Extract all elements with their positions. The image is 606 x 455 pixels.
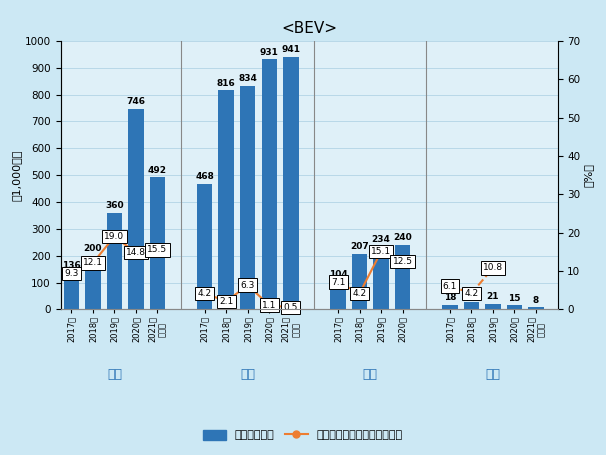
Text: 欧州: 欧州 — [107, 369, 122, 381]
Text: 104: 104 — [328, 270, 347, 279]
Bar — [528, 307, 544, 309]
Text: 18: 18 — [444, 293, 456, 302]
Text: 日本: 日本 — [485, 369, 501, 381]
Text: 6.3: 6.3 — [241, 281, 255, 290]
Bar — [262, 60, 277, 309]
Text: 4.2: 4.2 — [198, 289, 211, 298]
Bar — [330, 282, 346, 309]
Bar — [464, 303, 479, 309]
Text: 360: 360 — [105, 201, 124, 210]
Bar — [197, 184, 213, 309]
Text: 931: 931 — [260, 48, 279, 57]
Bar — [442, 304, 458, 309]
Bar — [485, 304, 501, 309]
Text: 834: 834 — [238, 74, 257, 83]
Text: 941: 941 — [281, 45, 301, 54]
Text: 4.2: 4.2 — [353, 289, 367, 298]
Bar — [150, 177, 165, 309]
Text: 207: 207 — [350, 242, 369, 251]
Bar — [85, 256, 101, 309]
Text: 12.1: 12.1 — [83, 258, 103, 268]
Text: 234: 234 — [371, 235, 390, 244]
Text: 200: 200 — [84, 244, 102, 253]
Text: 1.1: 1.1 — [262, 301, 276, 310]
Text: 9.3: 9.3 — [64, 269, 79, 278]
Text: 468: 468 — [195, 172, 214, 181]
Bar — [395, 245, 410, 309]
Text: 米国: 米国 — [363, 369, 378, 381]
Text: 2.1: 2.1 — [219, 297, 233, 306]
Legend: 新車販売台数, 域外からの輸入比率（右軸）: 新車販売台数, 域外からの輸入比率（右軸） — [199, 425, 407, 445]
Bar — [240, 86, 256, 309]
Text: 0.5: 0.5 — [284, 303, 298, 312]
Text: 15: 15 — [508, 293, 521, 303]
Bar — [373, 247, 389, 309]
Bar — [128, 109, 144, 309]
Text: 14.8: 14.8 — [126, 248, 146, 257]
Text: 19.0: 19.0 — [104, 232, 124, 241]
Bar — [107, 213, 122, 309]
Text: 136: 136 — [62, 261, 81, 270]
Text: 26: 26 — [465, 291, 478, 300]
Y-axis label: （%）: （%） — [583, 163, 593, 187]
Text: 6.1: 6.1 — [443, 282, 457, 290]
Text: 21: 21 — [487, 292, 499, 301]
Text: 492: 492 — [148, 166, 167, 175]
Bar — [64, 273, 79, 309]
Text: 816: 816 — [217, 79, 236, 88]
Bar — [507, 305, 522, 309]
Bar — [219, 91, 234, 309]
Text: 4.2: 4.2 — [464, 289, 479, 298]
Text: 10.8: 10.8 — [483, 263, 503, 273]
Text: 8: 8 — [533, 296, 539, 304]
Title: <BEV>: <BEV> — [281, 20, 337, 35]
Y-axis label: （1,000台）: （1,000台） — [12, 150, 22, 201]
Text: 中国: 中国 — [240, 369, 255, 381]
Text: 7.1: 7.1 — [331, 278, 345, 287]
Bar — [352, 254, 367, 309]
Text: 240: 240 — [393, 233, 412, 242]
Text: 746: 746 — [127, 97, 145, 106]
Bar — [283, 57, 299, 309]
Text: 15.1: 15.1 — [371, 247, 391, 256]
Text: 12.5: 12.5 — [393, 257, 413, 266]
Text: 15.5: 15.5 — [147, 245, 167, 254]
